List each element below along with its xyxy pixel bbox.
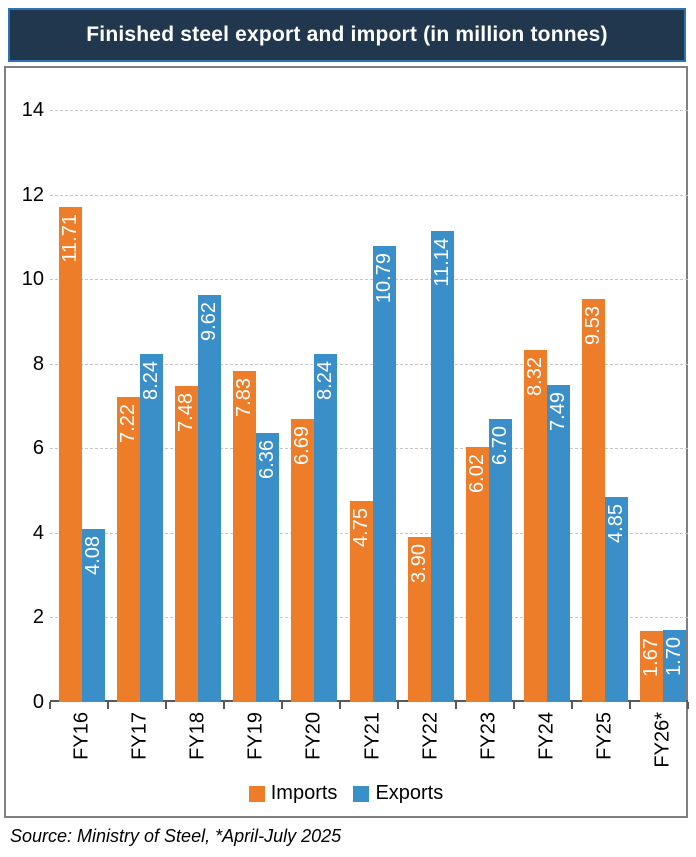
x-category-label: FY16 bbox=[70, 712, 93, 760]
gridline bbox=[50, 363, 688, 365]
x-category-label: FY17 bbox=[128, 712, 151, 760]
legend-label-exports: Exports bbox=[375, 782, 444, 804]
x-axis-tick bbox=[571, 702, 573, 709]
bar-exports: 8.24 bbox=[314, 353, 338, 702]
y-axis-label: 10 bbox=[21, 268, 44, 291]
bar-exports: 9.62 bbox=[198, 295, 222, 702]
bar-value-label: 6.36 bbox=[256, 440, 279, 479]
x-axis-tick bbox=[165, 702, 167, 709]
x-axis-tick bbox=[455, 702, 457, 709]
bar-exports: 10.79 bbox=[372, 245, 396, 702]
bar-imports: 6.02 bbox=[465, 447, 489, 702]
bar-value-label: 4.85 bbox=[604, 503, 627, 543]
bar-exports: 8.24 bbox=[140, 353, 164, 702]
bar-value-label: 1.67 bbox=[640, 638, 662, 678]
x-category-label: FY22 bbox=[419, 712, 442, 760]
x-axis-tick bbox=[339, 702, 341, 709]
bar-imports: 3.90 bbox=[407, 537, 431, 702]
x-axis-tick bbox=[687, 702, 689, 709]
x-category-label: FY25 bbox=[593, 712, 616, 760]
bar-value-label: 10.79 bbox=[372, 252, 395, 303]
bar-value-label: 4.75 bbox=[349, 508, 372, 548]
y-axis-label: 6 bbox=[32, 437, 44, 460]
bar-value-label: 3.90 bbox=[407, 544, 430, 584]
bar-imports: 4.75 bbox=[349, 501, 373, 702]
x-category-label: FY24 bbox=[535, 712, 558, 760]
bar-value-label: 9.53 bbox=[581, 306, 604, 345]
bar-value-label: 6.02 bbox=[465, 454, 488, 494]
x-axis-tick bbox=[107, 702, 109, 709]
legend-label-imports: Imports bbox=[270, 782, 338, 804]
bar-value-label: 9.62 bbox=[198, 302, 221, 342]
bar-value-label: 6.70 bbox=[488, 425, 511, 465]
x-axis-tick bbox=[281, 702, 283, 709]
y-axis-label: 8 bbox=[32, 352, 44, 375]
legend-item-imports: Imports bbox=[248, 782, 338, 805]
x-axis-tick bbox=[223, 702, 225, 709]
legend-swatch-imports bbox=[248, 785, 265, 802]
bar-exports: 6.36 bbox=[256, 433, 280, 702]
x-category-label: FY20 bbox=[302, 712, 325, 760]
plot-area: 0 2 4 6 8 10 12 14 11.71 4.08 FY16 7.22 8.24 FY17 7.48… bbox=[22, 99, 689, 768]
bar-value-label: 11.14 bbox=[430, 237, 453, 287]
chart-title-bar: Finished steel export and import (in mil… bbox=[8, 8, 686, 62]
bar-imports: 8.32 bbox=[523, 350, 547, 702]
y-axis-label: 12 bbox=[21, 183, 44, 206]
legend: Imports Exports bbox=[6, 782, 686, 805]
bar-value-label: 8.32 bbox=[523, 357, 546, 397]
gridline bbox=[50, 279, 688, 281]
x-category-label: FY18 bbox=[186, 712, 209, 760]
y-axis-label: 0 bbox=[32, 691, 44, 713]
gridline bbox=[50, 194, 688, 196]
x-category-label: FY19 bbox=[244, 712, 267, 760]
bar-value-label: 11.71 bbox=[59, 213, 81, 263]
gridline bbox=[50, 110, 688, 111]
bar-exports: 4.85 bbox=[604, 496, 628, 702]
bar-value-label: 8.24 bbox=[314, 360, 337, 400]
bar-value-label: 1.70 bbox=[663, 637, 685, 677]
legend-item-exports: Exports bbox=[353, 782, 443, 805]
bar-imports: 7.22 bbox=[117, 396, 141, 702]
legend-swatch-exports bbox=[353, 785, 370, 802]
bar-exports: 11.14 bbox=[430, 230, 454, 702]
bar-value-label: 7.48 bbox=[175, 392, 198, 432]
bar-value-label: 7.22 bbox=[117, 403, 140, 443]
bar-imports: 7.48 bbox=[175, 385, 199, 702]
x-axis-tick bbox=[397, 702, 399, 709]
y-axis-label: 2 bbox=[32, 606, 44, 629]
x-axis-tick bbox=[513, 702, 515, 709]
bar-imports: 1.67 bbox=[640, 631, 663, 702]
gridline bbox=[50, 448, 688, 450]
bar-value-label: 6.69 bbox=[291, 426, 314, 466]
bar-imports: 9.53 bbox=[581, 299, 605, 702]
y-axis-label: 14 bbox=[21, 99, 44, 121]
bar-value-label: 7.49 bbox=[546, 392, 569, 432]
bar-exports: 6.70 bbox=[488, 418, 512, 702]
x-category-label: FY26* bbox=[651, 712, 674, 768]
bar-imports: 7.83 bbox=[233, 370, 257, 702]
x-axis-tick bbox=[49, 702, 51, 709]
x-category-label: FY21 bbox=[361, 712, 383, 760]
bar-value-label: 4.08 bbox=[82, 536, 104, 576]
bar-value-label: 8.24 bbox=[140, 360, 163, 400]
chart-title: Finished steel export and import (in mil… bbox=[86, 23, 608, 46]
bar-exports: 1.70 bbox=[663, 630, 686, 702]
bar-exports: 7.49 bbox=[546, 385, 570, 702]
bar-value-label: 7.83 bbox=[233, 377, 256, 417]
x-category-label: FY23 bbox=[477, 712, 500, 760]
bar-exports: 4.08 bbox=[82, 529, 105, 702]
bar-imports: 11.71 bbox=[59, 206, 82, 702]
source-note: Source: Ministry of Steel, *April-July 2… bbox=[10, 826, 342, 846]
y-axis-label: 4 bbox=[32, 521, 44, 544]
x-axis-tick bbox=[629, 702, 631, 709]
chart-frame: 0 2 4 6 8 10 12 14 11.71 4.08 FY16 7.22 8.24 FY17 7.48… bbox=[4, 66, 689, 818]
bar-imports: 6.69 bbox=[291, 419, 315, 702]
